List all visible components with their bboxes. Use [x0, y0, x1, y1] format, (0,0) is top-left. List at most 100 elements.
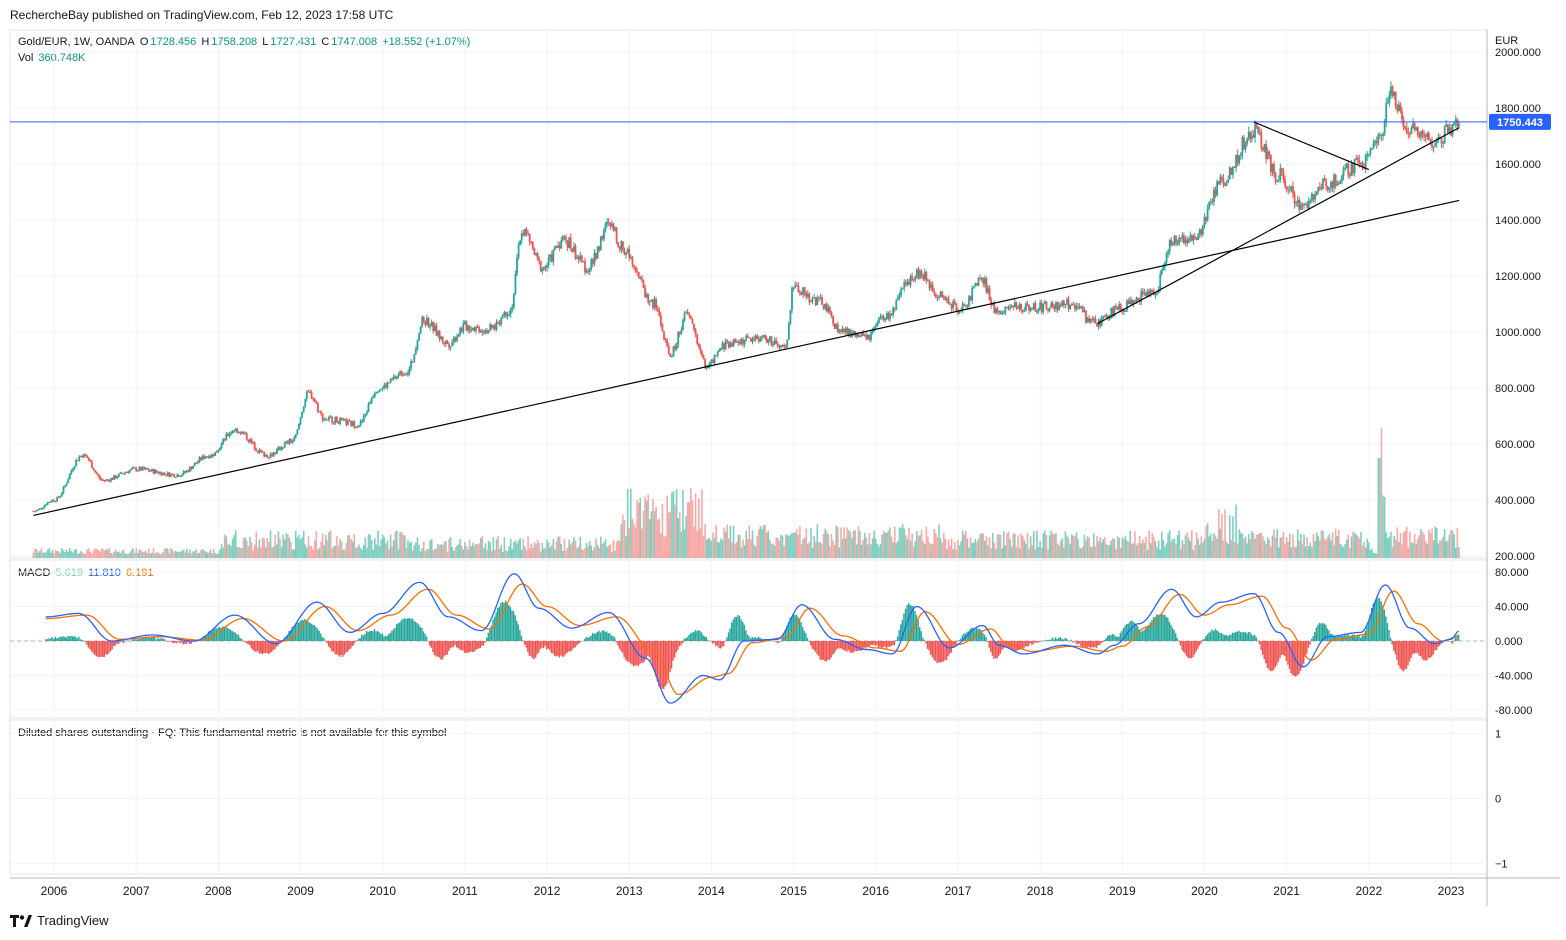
volume-bar [963, 534, 966, 558]
candle-body [938, 296, 940, 298]
macd-legend[interactable]: MACD 5.619 11.810 6.191 [18, 567, 155, 579]
candle-body [389, 378, 392, 384]
price-legend[interactable]: Gold/EUR, 1W, OANDA O 1728.456 H 1758.208 … [18, 36, 472, 48]
volume-bar [110, 552, 112, 558]
macd-signal-line [45, 583, 1459, 696]
macd-histogram-bar [645, 641, 648, 659]
macd-histogram-bar [604, 631, 606, 641]
macd-histogram-bar [1252, 635, 1254, 641]
volume-bar [250, 542, 253, 558]
candle-body [340, 417, 343, 420]
volume-bar [1018, 548, 1021, 558]
macd-histogram-bar [369, 631, 371, 641]
volume-bar [408, 543, 411, 558]
volume-bar [174, 550, 177, 558]
volume-bar [830, 534, 833, 558]
macd-histogram-bar [870, 641, 872, 645]
candle-body [1086, 317, 1089, 323]
candle-body [397, 373, 400, 377]
volume-bar [502, 551, 504, 558]
candle-body [737, 341, 740, 343]
candle-body [497, 322, 499, 324]
macd-histogram-bar [1238, 630, 1240, 641]
macd-histogram-bar [694, 630, 696, 641]
volume-bar [773, 545, 776, 558]
volume-bar [979, 534, 981, 558]
volume-bar [230, 545, 232, 558]
volume-bar [857, 526, 860, 558]
macd-histogram-bar [626, 641, 629, 662]
volume-bar [840, 527, 842, 558]
volume-bar [1448, 535, 1451, 558]
candle-body [865, 334, 868, 340]
macd-histogram-bar [1157, 614, 1160, 641]
macd-histogram-bar [399, 622, 401, 641]
volume-bar [1258, 532, 1261, 558]
macd-histogram-bar [656, 641, 659, 682]
volume-bar [592, 550, 594, 558]
candle-body [1423, 133, 1426, 136]
symbol-label[interactable]: Gold/EUR, 1W, OANDA [18, 36, 135, 48]
volume-legend[interactable]: Vol 360.748K [18, 52, 87, 64]
volume-bar [261, 537, 264, 558]
macd-histogram-bar [440, 641, 442, 660]
candle-body [983, 278, 986, 284]
candle-body [427, 317, 430, 328]
candle-body [32, 511, 35, 513]
candle-body [625, 252, 627, 255]
volume-bar [799, 526, 801, 558]
volume-bar [1371, 548, 1373, 558]
volume-bar [100, 548, 103, 558]
candle-body [249, 439, 251, 442]
macd-histogram-bar [49, 638, 52, 641]
macd-histogram-bar [531, 641, 534, 659]
candle-body [460, 328, 463, 332]
candle-body [1288, 189, 1291, 191]
macd-histogram-bar [212, 629, 214, 641]
candle-body [1184, 239, 1187, 244]
macd-histogram-bar [1021, 641, 1024, 650]
macd-histogram-bar [334, 641, 336, 655]
volume-bar [76, 553, 79, 558]
volume-series [32, 428, 1460, 558]
macd-histogram-bar [1266, 641, 1269, 668]
candle-body [168, 472, 171, 477]
candle-body [890, 313, 893, 315]
candle-body [672, 346, 675, 357]
volume-bar [996, 534, 999, 558]
tradingview-brand[interactable]: TradingView [10, 913, 109, 928]
candle-body [805, 292, 808, 297]
volume-bar [795, 528, 798, 558]
volume-bar [302, 530, 305, 558]
macd-histogram-bar [893, 641, 896, 646]
macd-histogram-bar [375, 631, 377, 641]
volume-bar [972, 542, 975, 558]
volume-bar [922, 541, 924, 558]
candle-body [489, 324, 492, 331]
macd-histogram-bar [481, 641, 483, 646]
macd-tick-label: -40.000 [1495, 671, 1532, 683]
macd-histogram-bar [1225, 634, 1227, 641]
macd-histogram-bar [316, 628, 319, 641]
macd-histogram-bar [1088, 641, 1090, 647]
candle-body [579, 255, 582, 260]
volume-bar [761, 529, 763, 558]
macd-histogram-bar [528, 641, 531, 656]
macd-histogram-bar [1216, 630, 1218, 641]
volume-bar [1175, 543, 1177, 558]
macd-histogram-bar [1073, 641, 1076, 642]
volume-bar [562, 551, 564, 558]
volume-bar [912, 546, 915, 558]
macd-histogram-bar [1187, 641, 1190, 659]
volume-bar [674, 504, 676, 558]
macd-histogram-bar [974, 629, 976, 641]
candle-body [437, 330, 439, 336]
candle-body [476, 326, 479, 328]
macd-histogram-bar [1280, 641, 1283, 655]
volume-bar [245, 540, 248, 558]
macd-histogram-bar [139, 637, 142, 641]
macd-histogram-bar [748, 636, 750, 641]
volume-bar [62, 550, 65, 558]
macd-histogram-bar [78, 636, 80, 641]
